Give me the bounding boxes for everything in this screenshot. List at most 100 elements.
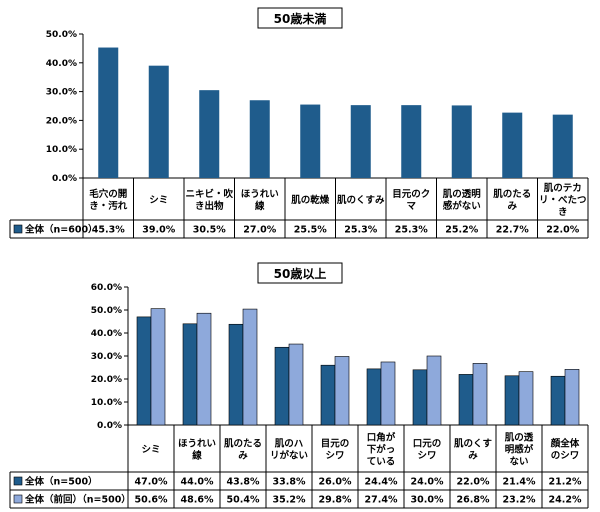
- chart-title: 50歳以上: [274, 266, 327, 281]
- bar: [366, 368, 382, 426]
- data-label: 25.3%: [344, 225, 377, 236]
- x-category-label: シミ: [141, 445, 160, 456]
- data-label: 47.0%: [135, 477, 168, 488]
- y-tick-label: 40.0%: [91, 329, 122, 339]
- x-category-label: リ・べたつ: [539, 195, 587, 206]
- data-label: 29.8%: [319, 495, 352, 506]
- data-label: 23.2%: [503, 495, 536, 506]
- data-label: 45.3%: [92, 225, 125, 236]
- bar: [98, 47, 119, 179]
- legend-swatch: [13, 224, 23, 234]
- x-category-label: 肌のたる: [223, 439, 262, 450]
- bar: [182, 323, 198, 426]
- x-category-label: 目元の: [321, 439, 350, 450]
- data-label: 30.5%: [193, 225, 226, 236]
- bar: [412, 369, 428, 426]
- data-label: 21.4%: [503, 477, 536, 488]
- y-tick-label: 40.0%: [46, 59, 77, 69]
- bar: [472, 363, 488, 426]
- x-category-label: 肌のたる: [492, 189, 531, 200]
- data-label: 22.0%: [546, 225, 579, 236]
- x-category-label: 口元の: [413, 439, 442, 450]
- bar: [426, 355, 442, 426]
- legend-swatch: [13, 494, 23, 504]
- bar: [136, 316, 152, 426]
- bar: [242, 308, 258, 426]
- x-category-label: 下がっ: [367, 444, 396, 456]
- y-tick-label: 0.0%: [97, 421, 122, 431]
- x-category-label: マ: [406, 201, 416, 212]
- x-category-label: 線: [255, 200, 265, 212]
- data-label: 33.8%: [273, 477, 306, 488]
- x-category-label: 口角が: [367, 432, 396, 444]
- data-label: 26.0%: [319, 477, 352, 488]
- y-tick-label: 50.0%: [46, 30, 77, 40]
- data-label: 48.6%: [181, 495, 214, 506]
- x-category-label: 目元のク: [392, 189, 430, 200]
- x-category-label: き: [558, 207, 568, 218]
- bar: [196, 312, 212, 426]
- chart-title: 50歳未満: [274, 11, 327, 26]
- x-category-label: ない: [509, 457, 528, 468]
- bar: [320, 364, 336, 426]
- bar: [150, 308, 166, 426]
- x-category-label: シミ: [149, 195, 168, 206]
- x-category-label: シワ: [417, 451, 436, 462]
- x-category-label: 肌の透明: [442, 188, 482, 200]
- data-label: 39.0%: [142, 225, 175, 236]
- bar: [350, 105, 371, 178]
- y-tick-label: 60.0%: [91, 283, 122, 293]
- y-tick-label: 30.0%: [46, 88, 77, 98]
- legend-swatch: [13, 476, 23, 486]
- data-label: 30.0%: [411, 495, 444, 506]
- bar: [451, 105, 472, 178]
- data-label: 25.2%: [445, 225, 478, 236]
- data-label: 24.0%: [411, 477, 444, 488]
- x-category-label: 線: [192, 450, 202, 462]
- chart-title-box: [257, 7, 343, 29]
- bar: [550, 375, 566, 426]
- x-category-label: 感がない: [443, 200, 481, 212]
- data-label: 22.7%: [496, 225, 529, 236]
- data-label: 35.2%: [273, 495, 306, 506]
- x-category-label: 肌のくす: [453, 439, 493, 450]
- x-category-label: み: [238, 451, 248, 462]
- bar: [274, 346, 290, 426]
- x-category-label: ている: [367, 457, 396, 468]
- bar: [502, 112, 523, 178]
- data-label: 25.3%: [395, 225, 428, 236]
- x-category-label: のシワ: [551, 451, 580, 462]
- bar: [504, 375, 520, 426]
- bar: [380, 361, 396, 426]
- data-label: 26.8%: [457, 495, 490, 506]
- bar: [334, 356, 350, 426]
- x-category-label: 顔全体: [550, 438, 580, 450]
- data-label: 50.6%: [135, 495, 168, 506]
- x-category-label: み: [468, 451, 478, 462]
- legend-label: 全体（n=500）: [24, 476, 98, 488]
- bar: [518, 371, 534, 426]
- data-label: 44.0%: [181, 477, 214, 488]
- x-category-label: 肌の透: [504, 432, 534, 444]
- data-label: 43.8%: [227, 477, 260, 488]
- x-category-label: シワ: [325, 451, 344, 462]
- x-category-label: き出物: [195, 200, 224, 212]
- bar: [300, 104, 321, 178]
- x-category-label: 肌の乾燥: [290, 194, 330, 206]
- data-label: 50.4%: [227, 495, 260, 506]
- bar: [228, 323, 244, 426]
- y-tick-label: 20.0%: [91, 375, 122, 385]
- x-category-label: 明感が: [505, 444, 534, 456]
- y-tick-label: 0.0%: [52, 174, 77, 184]
- x-category-label: き・汚れ: [89, 200, 128, 212]
- x-category-label: ほうれい: [241, 189, 279, 200]
- data-label: 27.4%: [365, 495, 398, 506]
- data-label: 22.0%: [457, 477, 490, 488]
- bar: [458, 374, 474, 426]
- data-label: 21.2%: [549, 477, 582, 488]
- chart-title-box: [257, 262, 343, 284]
- bar: [148, 65, 169, 178]
- bar: [199, 90, 220, 178]
- bar: [401, 105, 422, 178]
